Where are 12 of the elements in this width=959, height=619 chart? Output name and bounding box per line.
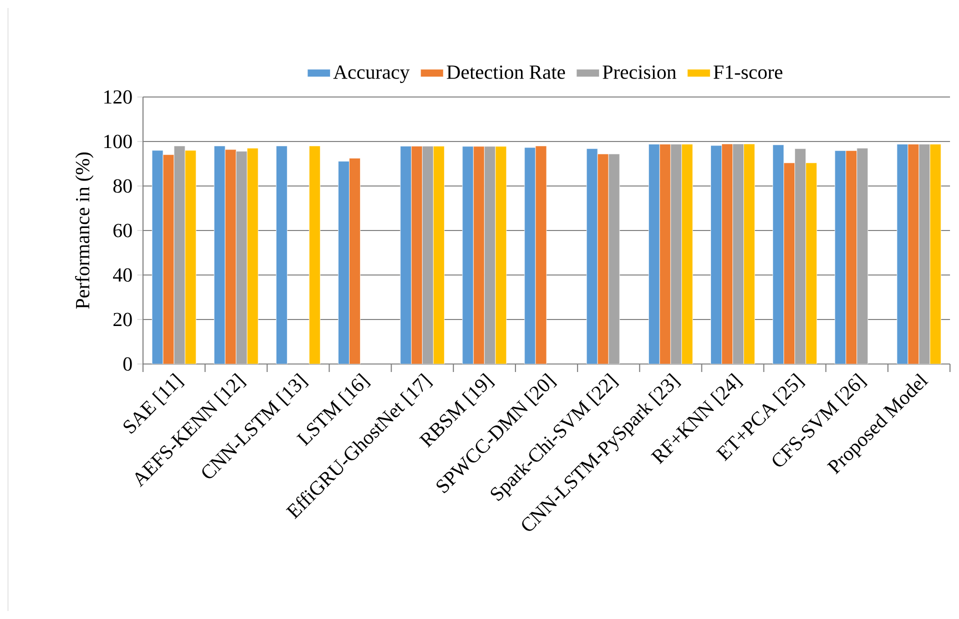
- legend-label: F1-score: [714, 66, 782, 79]
- y-tick-label: 120: [104, 90, 132, 104]
- y-tick-label: 60: [113, 224, 132, 238]
- y-tick-label: 0: [123, 357, 132, 371]
- y-tick-label: 20: [113, 312, 132, 326]
- legend-label: Precision: [602, 65, 676, 79]
- y-tick-label: 100: [104, 134, 132, 148]
- legend-label: Accuracy: [333, 66, 410, 84]
- y-tick-label: 80: [113, 179, 132, 193]
- y-axis-title: Performance in (%): [75, 152, 94, 309]
- legend-label: Detection Rate: [446, 65, 565, 79]
- y-tick-label: 40: [113, 268, 132, 282]
